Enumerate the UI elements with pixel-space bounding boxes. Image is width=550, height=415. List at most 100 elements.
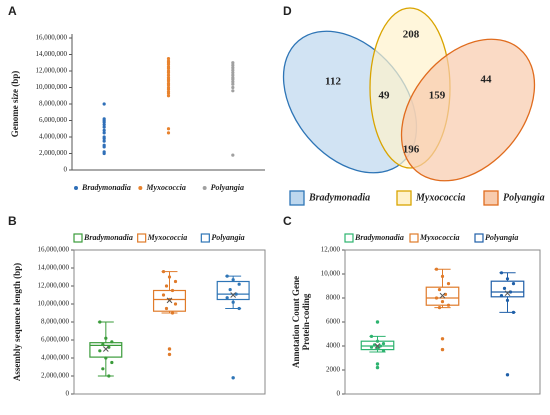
point <box>499 271 504 275</box>
y-tick-label: 14,000,000 <box>36 50 68 58</box>
outlier <box>505 373 510 377</box>
point <box>102 151 106 156</box>
point <box>98 349 102 353</box>
legend-label: Myxococcia <box>145 183 186 192</box>
legend-label: Bradymonadia <box>354 233 404 242</box>
point <box>161 270 166 274</box>
box <box>216 280 250 301</box>
y-tick-label: 2,000,000 <box>41 372 70 380</box>
point <box>231 85 235 90</box>
box <box>490 280 525 298</box>
point <box>166 94 171 98</box>
legend-label: Myxococcia <box>419 233 460 242</box>
point <box>166 66 171 71</box>
y-tick-label: 8000 <box>326 294 341 302</box>
panel-label: D <box>283 4 292 18</box>
y-tick-label: 6000 <box>326 318 341 326</box>
point <box>107 374 111 378</box>
y-tick-label: 0 <box>66 390 70 398</box>
point <box>231 73 235 77</box>
legend-label: Bradymonadia <box>81 183 131 192</box>
point <box>102 125 106 129</box>
legend-marker <box>289 190 305 206</box>
y-tick-label: 10,000,000 <box>36 83 68 91</box>
legend-marker <box>137 233 147 243</box>
outlier <box>167 352 172 357</box>
point <box>231 80 235 84</box>
point <box>381 349 386 353</box>
point <box>98 320 102 324</box>
y-tick-label: 4,000,000 <box>39 133 68 141</box>
point <box>231 82 235 86</box>
y-tick-label: 0 <box>337 390 341 398</box>
point <box>237 282 241 286</box>
outlier <box>375 362 380 366</box>
point <box>375 339 380 343</box>
mean <box>230 292 237 298</box>
point <box>173 279 178 284</box>
point <box>166 87 171 91</box>
legend-label: Bradymonadia <box>83 233 133 242</box>
panel-label: B <box>8 214 17 228</box>
legend-label: Polyangia <box>211 233 244 242</box>
y-axis-title: Protein-coding <box>301 293 311 350</box>
point <box>502 286 507 290</box>
y-tick-label: 4,000,000 <box>41 354 70 362</box>
point <box>434 296 439 300</box>
y-tick-label: 0 <box>64 166 68 174</box>
point <box>381 342 386 346</box>
point <box>170 288 175 293</box>
outlier <box>375 320 380 324</box>
y-tick-label: 6,000,000 <box>39 116 68 124</box>
point <box>166 127 171 131</box>
outlier <box>440 347 445 352</box>
venn-count: 112 <box>325 76 341 88</box>
y-tick-label: 16,000,000 <box>36 34 68 42</box>
point <box>102 128 106 132</box>
plot-frame <box>344 249 541 395</box>
y-tick-label: 12,000,000 <box>36 67 68 75</box>
point <box>101 342 105 347</box>
legend-marker <box>474 233 484 243</box>
point <box>378 344 383 348</box>
mean <box>504 290 511 297</box>
venn-set <box>400 38 536 182</box>
point <box>104 336 108 340</box>
point <box>440 274 445 278</box>
point <box>434 267 439 271</box>
legend-label: Polyangia <box>211 183 244 192</box>
point <box>231 153 235 157</box>
y-tick-label: 4000 <box>326 342 341 350</box>
point <box>166 71 171 75</box>
point <box>505 298 510 302</box>
y-tick-label: 2,000,000 <box>39 149 68 157</box>
point <box>166 91 171 95</box>
venn-count: 49 <box>379 90 391 102</box>
mean <box>374 343 381 349</box>
y-tick-label: 6,000,000 <box>41 336 70 344</box>
point <box>104 356 108 360</box>
point <box>167 275 172 279</box>
point <box>369 334 374 338</box>
legend-marker <box>138 186 143 190</box>
legend-marker <box>200 233 210 243</box>
point <box>231 71 235 75</box>
y-tick-label: 2000 <box>326 366 341 374</box>
point <box>166 62 171 66</box>
point <box>225 296 229 300</box>
legend-marker <box>73 233 83 243</box>
legend-label: Polyangia <box>485 233 518 242</box>
point <box>437 288 442 292</box>
y-tick-label: 8,000,000 <box>39 100 68 108</box>
point <box>231 89 235 93</box>
legend-marker <box>483 190 499 206</box>
point <box>231 66 235 70</box>
y-axis-title: Genome size (bp) <box>10 71 20 138</box>
mean <box>102 346 109 352</box>
point <box>166 57 171 61</box>
point <box>231 68 235 72</box>
point <box>231 300 235 304</box>
outlier <box>167 347 172 351</box>
point <box>228 288 232 292</box>
point <box>231 77 235 81</box>
